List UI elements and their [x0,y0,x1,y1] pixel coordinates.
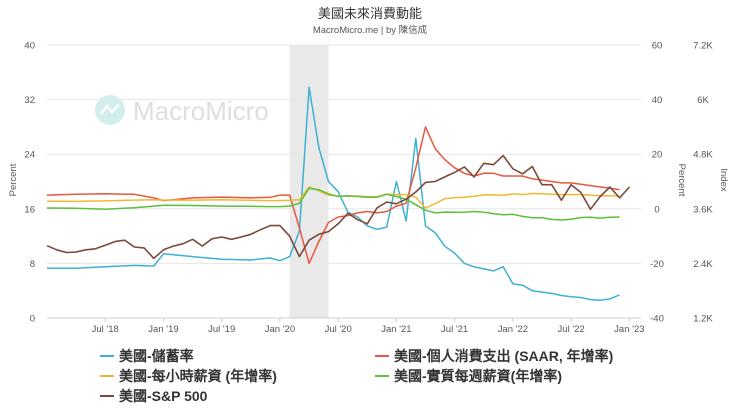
left-axis-tick: 0 [30,314,35,325]
watermark-logo-icon [95,95,125,125]
chart-title: 美國未來消費動能 [318,6,422,21]
legend-label: 美國-每小時薪資 (年增率) [119,368,277,384]
right-axis-tick: 2.4K [693,259,713,270]
legend-item-sp500[interactable]: 美國-S&P 500 [100,386,207,406]
legend-swatch [100,375,114,377]
x-axis-tick-label: Jul '20 [325,324,352,335]
mid-axis-title: Percent [676,164,687,197]
recession-shade [289,45,329,318]
mid-axis-tick: -40 [650,314,664,325]
series-line-1 [46,126,620,265]
series-line-2 [46,186,620,209]
x-axis-tick-label: Jan '21 [381,324,411,335]
mid-axis-tick: 60 [652,41,663,52]
legend-item-savings-rate[interactable]: 美國-儲蓄率 [100,346,194,366]
mid-axis-tick: 20 [652,150,663,161]
x-axis-tick-label: Jul '22 [558,324,585,335]
x-axis-tick-label: Jul '19 [208,324,235,335]
series-line-3 [46,187,620,221]
watermark-text: MacroMicro [133,96,269,126]
mid-axis-tick: -20 [650,259,664,270]
watermark-logo-mark [100,103,120,115]
x-axis-tick-label: Jan '19 [148,324,178,335]
right-axis-tick: 3.6K [693,204,713,215]
recession-band [289,45,329,318]
x-axis-tick-label: Jan '22 [498,324,528,335]
legend: 美國-儲蓄率 美國-個人消費支出 (SAAR, 年增率) 美國-每小時薪資 (年… [100,346,700,406]
chart-subtitle: MacroMicro.me | by 陳信成 [313,24,428,36]
x-axis-tick-label: Jan '20 [265,324,295,335]
legend-swatch [375,355,389,357]
left-axis-tick: 40 [24,41,35,52]
legend-label: 美國-儲蓄率 [119,348,194,364]
left-axis-tick: 24 [24,150,35,161]
watermark: MacroMicro [95,95,269,126]
legend-swatch [375,375,389,377]
axes: 0 8 16 24 32 40 -40 -20 0 20 40 60 1.2K 2.4K 3.6K 4.8K 6… [24,41,713,336]
legend-item-hourly-earnings[interactable]: 美國-每小時薪資 (年增率) [100,366,277,386]
left-axis-title: Percent [8,163,19,196]
right-axis-tick: 7.2K [693,41,713,52]
series-lines [46,86,630,302]
x-axis-tick-label: Jul '21 [441,324,468,335]
series-line-4 [46,154,630,260]
legend-item-real-weekly-earnings[interactable]: 美國-實質每週薪資(年增率) [375,366,562,386]
legend-label: 美國-個人消費支出 (SAAR, 年增率) [394,348,614,364]
legend-swatch [100,395,114,397]
right-axis-tick: 6K [697,95,709,106]
mid-axis-tick: 40 [652,95,663,106]
right-axis-title: Index [718,168,729,191]
right-axis-tick: 1.2K [693,314,713,325]
right-axis-tick: 4.8K [693,150,713,161]
left-axis-tick: 8 [30,259,35,270]
left-axis-tick: 32 [24,95,35,106]
x-axis-tick-label: Jul '18 [92,324,119,335]
x-axis-tick-label: Jan '23 [614,324,644,335]
mid-axis-tick: 0 [654,204,659,215]
legend-swatch [100,355,114,357]
left-axis-tick: 16 [24,204,35,215]
legend-label: 美國-實質每週薪資(年增率) [394,368,562,384]
legend-label: 美國-S&P 500 [119,388,208,404]
legend-item-pce[interactable]: 美國-個人消費支出 (SAAR, 年增率) [375,346,613,366]
